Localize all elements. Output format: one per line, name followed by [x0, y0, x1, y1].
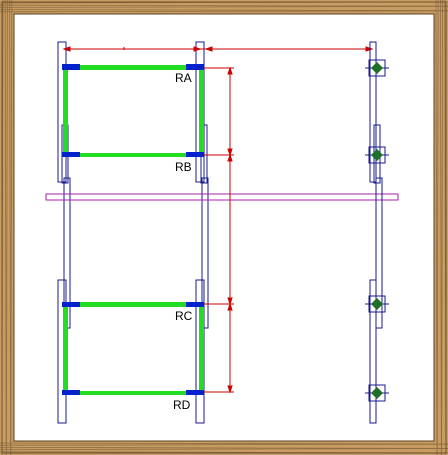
side-view-post — [369, 41, 383, 424]
wood-grain-line — [0, 4, 448, 7]
joint-marker — [62, 152, 80, 157]
arrowhead-icon — [227, 66, 233, 75]
horizontal-dimension — [62, 46, 374, 52]
arrowhead-icon — [227, 385, 233, 394]
diamond-node-icon — [365, 295, 389, 313]
upper-frame — [62, 64, 204, 157]
wood-grain-line — [1, 0, 4, 455]
wood-grain-line — [435, 0, 438, 455]
joint-marker — [186, 390, 204, 395]
wood-grain-line — [444, 0, 447, 455]
wood-grain-line — [0, 1, 448, 4]
wood-grain-line — [0, 6, 448, 8]
joint-marker — [186, 64, 204, 70]
wood-grain-line — [0, 10, 448, 13]
wood-grain-line — [6, 0, 8, 455]
label-rc: RC — [175, 309, 193, 323]
label-rd: RD — [173, 398, 191, 412]
wood-grain-line — [0, 442, 448, 445]
wood-grain-line — [436, 0, 439, 455]
vertical-dimension — [204, 66, 234, 394]
wood-grain-line — [0, 451, 448, 454]
arrowhead-icon — [204, 46, 213, 52]
joint-marker — [62, 390, 80, 395]
arrowhead-icon — [193, 46, 202, 52]
label-rb: RB — [175, 160, 192, 174]
wood-grain-line — [4, 0, 7, 455]
wood-grain-line — [10, 0, 13, 455]
crossbar — [45, 193, 399, 201]
side-view-nodes — [365, 59, 389, 402]
joint-marker — [62, 64, 80, 70]
wood-grain-line — [9, 0, 11, 455]
wood-grain-line — [0, 9, 448, 11]
wood-grain-line — [439, 0, 442, 455]
wood-grain-line — [0, 443, 448, 446]
joint-marker — [186, 302, 204, 307]
joint-marker — [62, 302, 80, 307]
arrowhead-icon — [227, 148, 233, 157]
wood-grain-line — [441, 0, 444, 455]
arrowhead-icon — [62, 46, 71, 52]
wood-grain-line — [0, 446, 448, 449]
diamond-node-icon — [365, 146, 389, 164]
diamond-node-icon — [365, 384, 389, 402]
label-ra: RA — [175, 71, 192, 85]
lower-frame — [62, 302, 204, 395]
diamond-node-icon — [365, 59, 389, 77]
arrowhead-icon — [227, 297, 233, 306]
joint-marker — [186, 152, 204, 157]
arrowhead-icon — [227, 153, 233, 162]
arrowhead-icon — [365, 46, 374, 52]
arrowhead-icon — [227, 302, 233, 311]
wood-grain-line — [0, 448, 448, 451]
right-post-outer — [195, 41, 209, 424]
